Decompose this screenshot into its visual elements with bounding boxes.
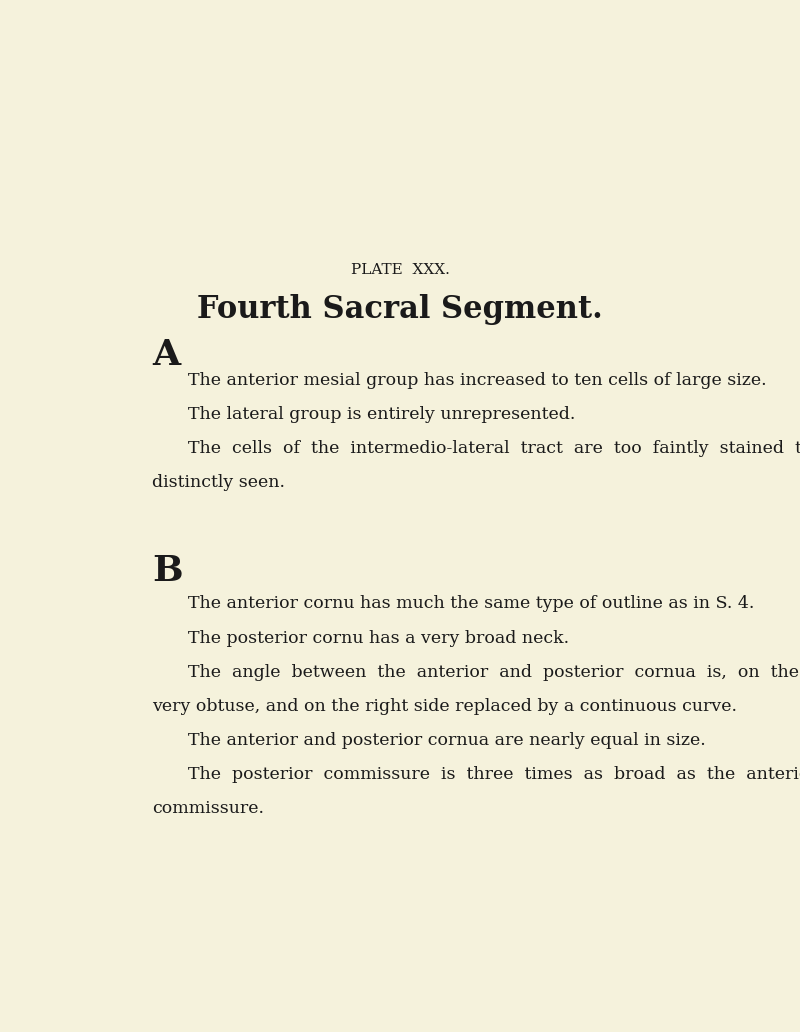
Text: The lateral group is entirely unrepresented.: The lateral group is entirely unrepresen… [188, 406, 575, 422]
Text: The  cells  of  the  intermedio-lateral  tract  are  too  faintly  stained  to  : The cells of the intermedio-lateral trac… [188, 440, 800, 456]
Text: commissure.: commissure. [152, 800, 264, 816]
Text: The  angle  between  the  anterior  and  posterior  cornua  is,  on  the  left  : The angle between the anterior and poste… [188, 664, 800, 680]
Text: very obtuse, and on the right side replaced by a continuous curve.: very obtuse, and on the right side repla… [152, 698, 737, 714]
Text: B: B [152, 554, 182, 588]
Text: distinctly seen.: distinctly seen. [152, 474, 285, 490]
Text: A: A [152, 338, 180, 373]
Text: PLATE  XXX.: PLATE XXX. [350, 263, 450, 278]
Text: The anterior cornu has much the same type of outline as in S. 4.: The anterior cornu has much the same typ… [188, 595, 754, 612]
Text: The posterior cornu has a very broad neck.: The posterior cornu has a very broad nec… [188, 630, 569, 646]
Text: Fourth Sacral Segment.: Fourth Sacral Segment. [197, 294, 603, 325]
Text: The anterior and posterior cornua are nearly equal in size.: The anterior and posterior cornua are ne… [188, 732, 706, 748]
Text: The  posterior  commissure  is  three  times  as  broad  as  the  anterior: The posterior commissure is three times … [188, 766, 800, 782]
Text: The anterior mesial group has increased to ten cells of large size.: The anterior mesial group has increased … [188, 372, 766, 388]
